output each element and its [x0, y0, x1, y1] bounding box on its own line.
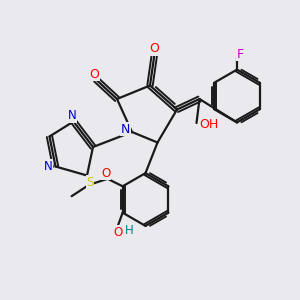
Text: N: N — [121, 122, 130, 136]
Text: O: O — [113, 226, 123, 239]
Text: O: O — [90, 68, 99, 81]
Text: F: F — [236, 47, 244, 61]
Text: N: N — [68, 109, 76, 122]
Text: N: N — [44, 160, 52, 173]
Text: H: H — [125, 224, 134, 237]
Text: OH: OH — [200, 118, 219, 131]
Text: O: O — [150, 42, 159, 55]
Text: O: O — [101, 167, 111, 180]
Text: S: S — [86, 176, 94, 189]
